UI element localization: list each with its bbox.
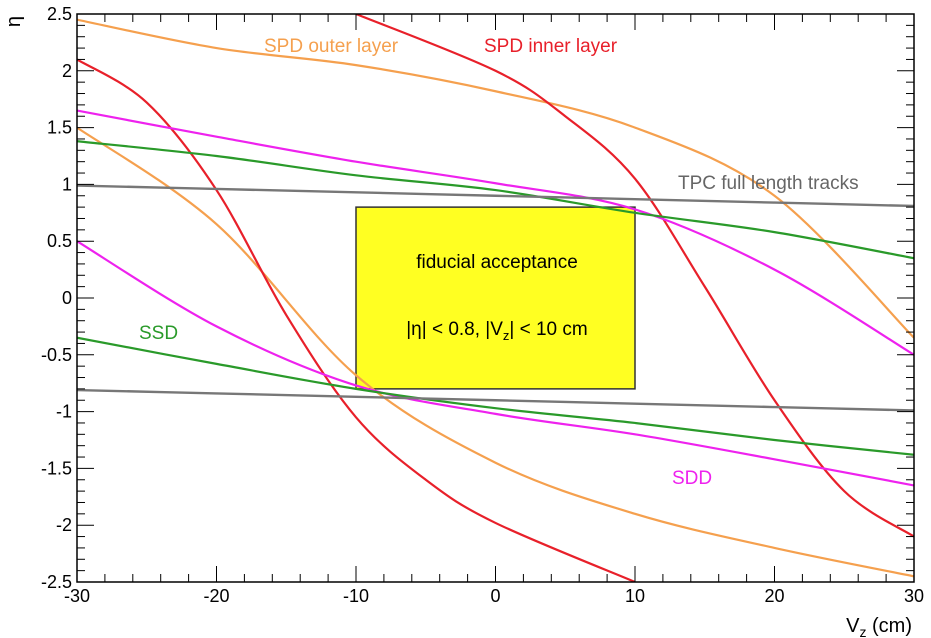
y-tick-label: 2 <box>62 61 72 81</box>
series-line-sdd-5 <box>77 240 914 487</box>
x-tick-label: -30 <box>64 586 90 606</box>
y-tick-label: -1 <box>56 402 72 422</box>
box-title: fiducial acceptance <box>416 252 578 273</box>
y-axis-title: η <box>3 16 25 27</box>
label-spd-inner: SPD inner layer <box>484 36 618 57</box>
y-tick-label: -1.5 <box>41 458 72 478</box>
curves-layer <box>77 14 914 582</box>
box-condition: |η| < 0.8, |Vz| < 10 cm <box>406 319 588 343</box>
y-tick-label: 0.5 <box>47 231 72 251</box>
series-line-spd_outer-1 <box>77 126 914 578</box>
series-line-ssd-6 <box>77 140 914 260</box>
series-line-spd_outer-0 <box>77 18 914 339</box>
x-tick-label: 20 <box>764 586 784 606</box>
x-tick-label: -10 <box>343 586 369 606</box>
y-tick-label: 1.5 <box>47 118 72 138</box>
label-tpc: TPC full length tracks <box>678 173 859 194</box>
series-line-sdd-4 <box>77 109 914 356</box>
y-tick-label: 0 <box>62 288 72 308</box>
x-tick-label: 10 <box>625 586 645 606</box>
fiducial-acceptance-box <box>355 206 636 390</box>
axis-ticks: -30 -20 -10 0 10 20 30 2.5 2 1.5 1 0.5 0 -0.5 -1 -1.5 -2… <box>41 4 924 606</box>
series-line-spd_inner-3 <box>355 14 914 538</box>
x-tick-label: 0 <box>490 586 500 606</box>
y-tick-label: 1 <box>62 174 72 194</box>
series-line-tpc-8 <box>77 184 914 208</box>
x-axis-title: Vz (cm) <box>846 615 912 638</box>
x-tick-label: -20 <box>203 586 229 606</box>
y-tick-label: -2.5 <box>41 572 72 592</box>
y-tick-label: -0.5 <box>41 345 72 365</box>
y-tick-label: -2 <box>56 515 72 535</box>
y-tick-label: 2.5 <box>47 4 72 24</box>
series-line-ssd-7 <box>77 336 914 456</box>
x-tick-label: 30 <box>904 586 924 606</box>
series-line-tpc-9 <box>77 388 914 412</box>
label-sdd: SDD <box>672 468 712 489</box>
series-line-spd_inner-2 <box>77 58 636 582</box>
label-ssd: SSD <box>139 323 178 344</box>
label-spd-outer: SPD outer layer <box>264 36 399 57</box>
